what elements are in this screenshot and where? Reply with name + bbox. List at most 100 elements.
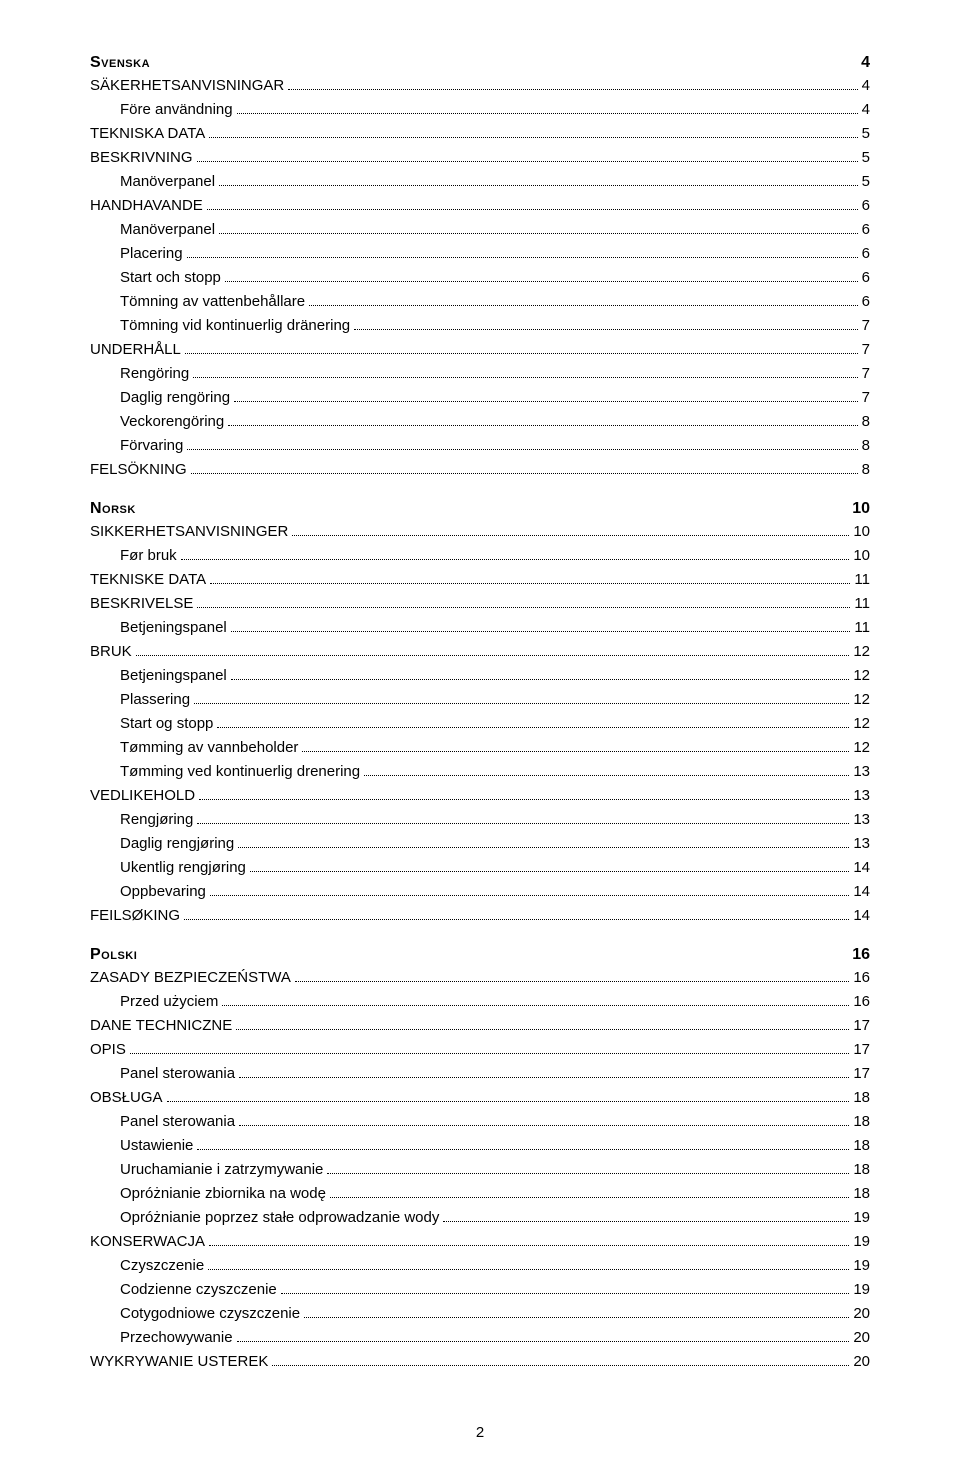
toc-entry: Panel sterowania18 [90, 1110, 870, 1134]
toc-entry: OBSŁUGA18 [90, 1086, 870, 1110]
toc-section-title: Svenska [90, 54, 150, 72]
toc-entry-page: 7 [862, 314, 870, 338]
toc-entry-page: 19 [853, 1254, 870, 1278]
toc-entry-label: OBSŁUGA [90, 1086, 163, 1110]
toc-entry: Manöverpanel5 [90, 170, 870, 194]
toc-entry: Före användning4 [90, 98, 870, 122]
toc-entry-label: HANDHAVANDE [90, 194, 203, 218]
toc-entry: Tömning vid kontinuerlig dränering7 [90, 314, 870, 338]
toc-entry: Daglig rengöring7 [90, 386, 870, 410]
toc-leader-dots [194, 691, 849, 704]
toc-entry-label: Opróżnianie zbiornika na wodę [120, 1182, 326, 1206]
toc-leader-dots [302, 739, 849, 752]
toc-leader-dots [181, 547, 850, 560]
toc-entry: Tømming av vannbeholder12 [90, 736, 870, 760]
toc-entry-label: Rengöring [120, 362, 189, 386]
toc-leader-dots [184, 907, 849, 920]
page-number: 2 [90, 1424, 870, 1441]
toc-section-title: Polski [90, 946, 137, 964]
toc-entry-page: 11 [854, 592, 870, 616]
toc-entry: BESKRIVELSE 11 [90, 592, 870, 616]
toc-section: Svenska4 SÄKERHETSANVISNINGAR4Före använd… [90, 54, 870, 482]
toc-entry: OPIS 17 [90, 1038, 870, 1062]
toc-leader-dots [191, 461, 858, 474]
toc-entry-label: OPIS [90, 1038, 126, 1062]
toc-entry-label: Codzienne czyszczenie [120, 1278, 277, 1302]
toc-leader-dots [219, 221, 858, 234]
toc-entry-label: Förvaring [120, 434, 183, 458]
toc-entry-label: Ustawienie [120, 1134, 193, 1158]
toc-leader-dots [187, 245, 858, 258]
toc-entry-label: Start och stopp [120, 266, 221, 290]
toc-entry-label: SIKKERHETSANVISNINGER [90, 520, 288, 544]
toc-leader-dots [197, 1137, 849, 1150]
toc-entry: BESKRIVNING5 [90, 146, 870, 170]
toc-leader-dots [234, 389, 858, 402]
toc-entry-page: 17 [853, 1062, 870, 1086]
toc-entry-label: TEKNISKE DATA [90, 568, 206, 592]
toc-entry-label: Oppbevaring [120, 880, 206, 904]
toc-section-heading: Svenska4 [90, 54, 870, 72]
toc-entry: Przed użyciem16 [90, 990, 870, 1014]
toc-entry-label: DANE TECHNICZNE [90, 1014, 232, 1038]
toc-entry-label: Tömning av vattenbehållare [120, 290, 305, 314]
toc-leader-dots [292, 523, 849, 536]
toc-leader-dots [185, 341, 858, 354]
toc-entry-label: Veckorengöring [120, 410, 224, 434]
toc-entry-page: 7 [862, 338, 870, 362]
toc-entry-page: 6 [862, 290, 870, 314]
toc-leader-dots [237, 101, 858, 114]
toc-entry-page: 12 [853, 640, 870, 664]
toc-leader-dots [187, 437, 857, 450]
toc-entry-page: 17 [853, 1014, 870, 1038]
toc-entry: ZASADY BEZPIECZEŃSTWA16 [90, 966, 870, 990]
toc-entry: TEKNISKE DATA11 [90, 568, 870, 592]
toc-entry-page: 19 [853, 1206, 870, 1230]
toc-entry-label: BRUK [90, 640, 132, 664]
toc-leader-dots [210, 883, 849, 896]
toc-leader-dots [364, 763, 849, 776]
toc-entry: Ustawienie18 [90, 1134, 870, 1158]
toc-entry-label: WYKRYWANIE USTEREK [90, 1350, 268, 1374]
toc-entry-page: 10 [853, 544, 870, 568]
toc-leader-dots [197, 595, 850, 608]
toc-entry: Betjeningspanel12 [90, 664, 870, 688]
toc-entry: Før bruk10 [90, 544, 870, 568]
toc-entry-label: FEILSØKING [90, 904, 180, 928]
toc-entry-label: Före användning [120, 98, 233, 122]
toc-entry: SIKKERHETSANVISNINGER10 [90, 520, 870, 544]
toc-entry: Uruchamianie i zatrzymywanie18 [90, 1158, 870, 1182]
toc-entry: FELSÖKNING8 [90, 458, 870, 482]
toc-entry: SÄKERHETSANVISNINGAR4 [90, 74, 870, 98]
toc-entry-page: 19 [853, 1230, 870, 1254]
toc-entry: Panel sterowania17 [90, 1062, 870, 1086]
toc-entry-label: Daglig rengjøring [120, 832, 234, 856]
toc-entry-page: 14 [853, 880, 870, 904]
toc-leader-dots [207, 197, 858, 210]
toc-entry-label: Rengjøring [120, 808, 193, 832]
toc-entry: Opróżnianie zbiornika na wodę18 [90, 1182, 870, 1206]
toc-entry-label: Ukentlig rengjøring [120, 856, 246, 880]
toc-entry-label: KONSERWACJA [90, 1230, 205, 1254]
toc-entry-label: Uruchamianie i zatrzymywanie [120, 1158, 323, 1182]
toc-leader-dots [236, 1017, 849, 1030]
toc-leader-dots [231, 619, 851, 632]
toc-entry-page: 11 [854, 616, 870, 640]
toc-section: Norsk 10SIKKERHETSANVISNINGER10Før bruk10… [90, 500, 870, 928]
toc-entry-label: Plassering [120, 688, 190, 712]
toc-entry-page: 5 [862, 122, 870, 146]
toc-entry: Plassering12 [90, 688, 870, 712]
toc-section: Polski16ZASADY BEZPIECZEŃSTWA16Przed uży… [90, 946, 870, 1374]
toc-leader-dots [239, 1065, 849, 1078]
toc-entry-label: BESKRIVELSE [90, 592, 193, 616]
toc-entry-label: Czyszczenie [120, 1254, 204, 1278]
toc-entry-page: 17 [853, 1038, 870, 1062]
toc-entry-label: UNDERHÅLL [90, 338, 181, 362]
toc-leader-dots [327, 1161, 849, 1174]
toc-section-title: Norsk [90, 500, 136, 518]
toc-entry-page: 7 [862, 362, 870, 386]
toc-leader-dots [309, 293, 858, 306]
toc-leader-dots [330, 1185, 849, 1198]
table-of-contents: Svenska4 SÄKERHETSANVISNINGAR4Före använd… [90, 54, 870, 1374]
toc-entry: Betjeningspanel11 [90, 616, 870, 640]
